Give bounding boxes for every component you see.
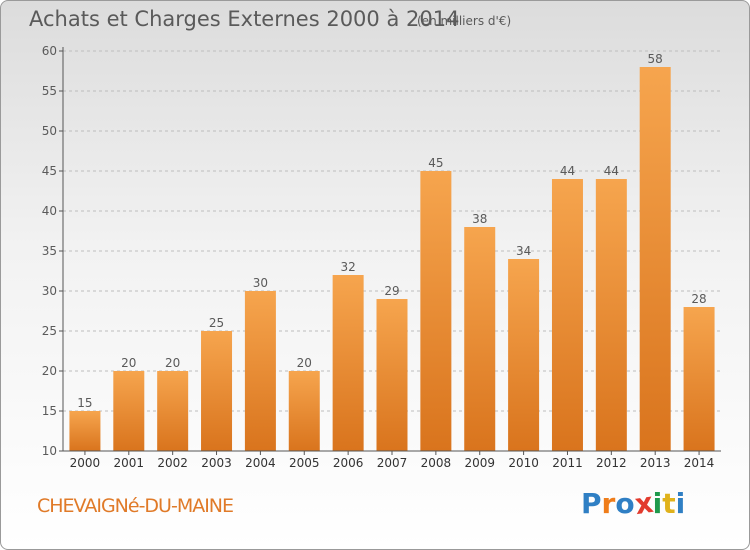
x-tick-label: 2007: [377, 456, 408, 470]
bar-value-label: 38: [472, 212, 487, 226]
bar-value-label: 32: [340, 260, 355, 274]
bar: [464, 227, 496, 451]
bar-value-label: 25: [209, 316, 224, 330]
bar: [288, 371, 320, 451]
x-tick-label: 2002: [157, 456, 188, 470]
bar-value-label: 58: [648, 52, 663, 66]
x-tick-label: 2010: [508, 456, 539, 470]
y-tick-label: 15: [42, 404, 57, 418]
y-tick-label: 45: [42, 164, 57, 178]
y-tick-label: 55: [42, 84, 57, 98]
bar-value-label: 15: [77, 396, 92, 410]
town-name: CHEVAIGNé-DU-MAINE: [37, 495, 234, 517]
logo-letter: x: [632, 485, 655, 522]
y-tick-label: 20: [42, 364, 57, 378]
logo-letter: r: [601, 487, 616, 520]
y-tick-label: 30: [42, 284, 57, 298]
bar-value-label: 45: [428, 156, 443, 170]
bar: [157, 371, 189, 451]
bar: [201, 331, 233, 451]
y-tick-label: 50: [42, 124, 57, 138]
x-tick-label: 2004: [245, 456, 276, 470]
x-tick-label: 2012: [596, 456, 627, 470]
bar: [639, 67, 671, 451]
bar: [376, 299, 408, 451]
x-tick-label: 2013: [640, 456, 671, 470]
y-tick-label: 25: [42, 324, 57, 338]
x-tick-label: 2006: [333, 456, 364, 470]
chart-unit: (en milliers d'€): [417, 14, 512, 28]
bar-value-label: 30: [253, 276, 268, 290]
y-tick-label: 35: [42, 244, 57, 258]
logo-letter: i: [675, 487, 686, 520]
x-tick-label: 2000: [70, 456, 101, 470]
bar-value-label: 20: [297, 356, 312, 370]
logo-letter: t: [662, 487, 676, 520]
x-tick-label: 2003: [201, 456, 232, 470]
proxiti-logo: Proxiti: [581, 485, 686, 522]
logo-letter: o: [615, 487, 635, 520]
chart-title: Achats et Charges Externes 2000 à 2014: [29, 7, 460, 31]
bar: [69, 411, 101, 451]
bar: [551, 179, 583, 451]
bar-value-label: 44: [604, 164, 619, 178]
x-tick-label: 2014: [684, 456, 715, 470]
bar: [244, 291, 276, 451]
bar-value-label: 20: [165, 356, 180, 370]
x-tick-label: 2011: [552, 456, 583, 470]
logo-letter: i: [652, 487, 663, 520]
y-tick-label: 10: [42, 444, 57, 458]
bar: [595, 179, 627, 451]
x-tick-label: 2005: [289, 456, 320, 470]
bar-value-label: 28: [691, 292, 706, 306]
y-tick-label: 40: [42, 204, 57, 218]
x-tick-label: 2008: [421, 456, 452, 470]
logo-letter: P: [581, 487, 602, 520]
bar-value-label: 44: [560, 164, 575, 178]
bar-value-label: 34: [516, 244, 531, 258]
bar-value-label: 20: [121, 356, 136, 370]
x-tick-label: 2001: [114, 456, 145, 470]
bar: [113, 371, 145, 451]
bar: [332, 275, 364, 451]
x-tick-label: 2009: [464, 456, 495, 470]
bar: [683, 307, 715, 451]
bar: [420, 171, 452, 451]
bar-value-label: 29: [384, 284, 399, 298]
bar: [508, 259, 540, 451]
y-tick-label: 60: [42, 44, 57, 58]
